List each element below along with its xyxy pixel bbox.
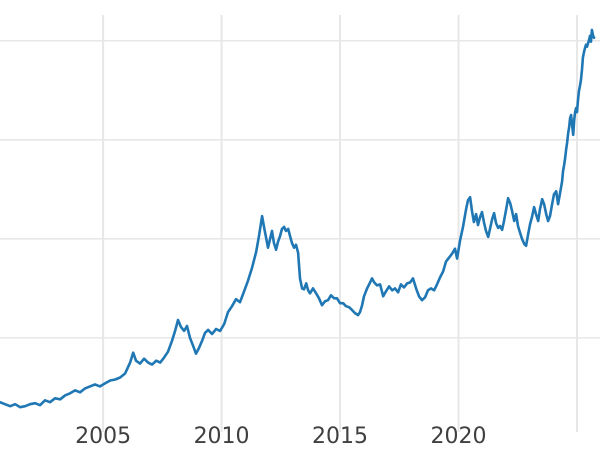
x-tick-label-2020: 2020 (430, 424, 487, 449)
x-tick-label-2010: 2010 (193, 424, 250, 449)
x-tick-label-2005: 2005 (75, 424, 132, 449)
gridlines (0, 15, 600, 432)
x-tick-label-2015: 2015 (312, 424, 369, 449)
price-line (0, 28, 596, 409)
